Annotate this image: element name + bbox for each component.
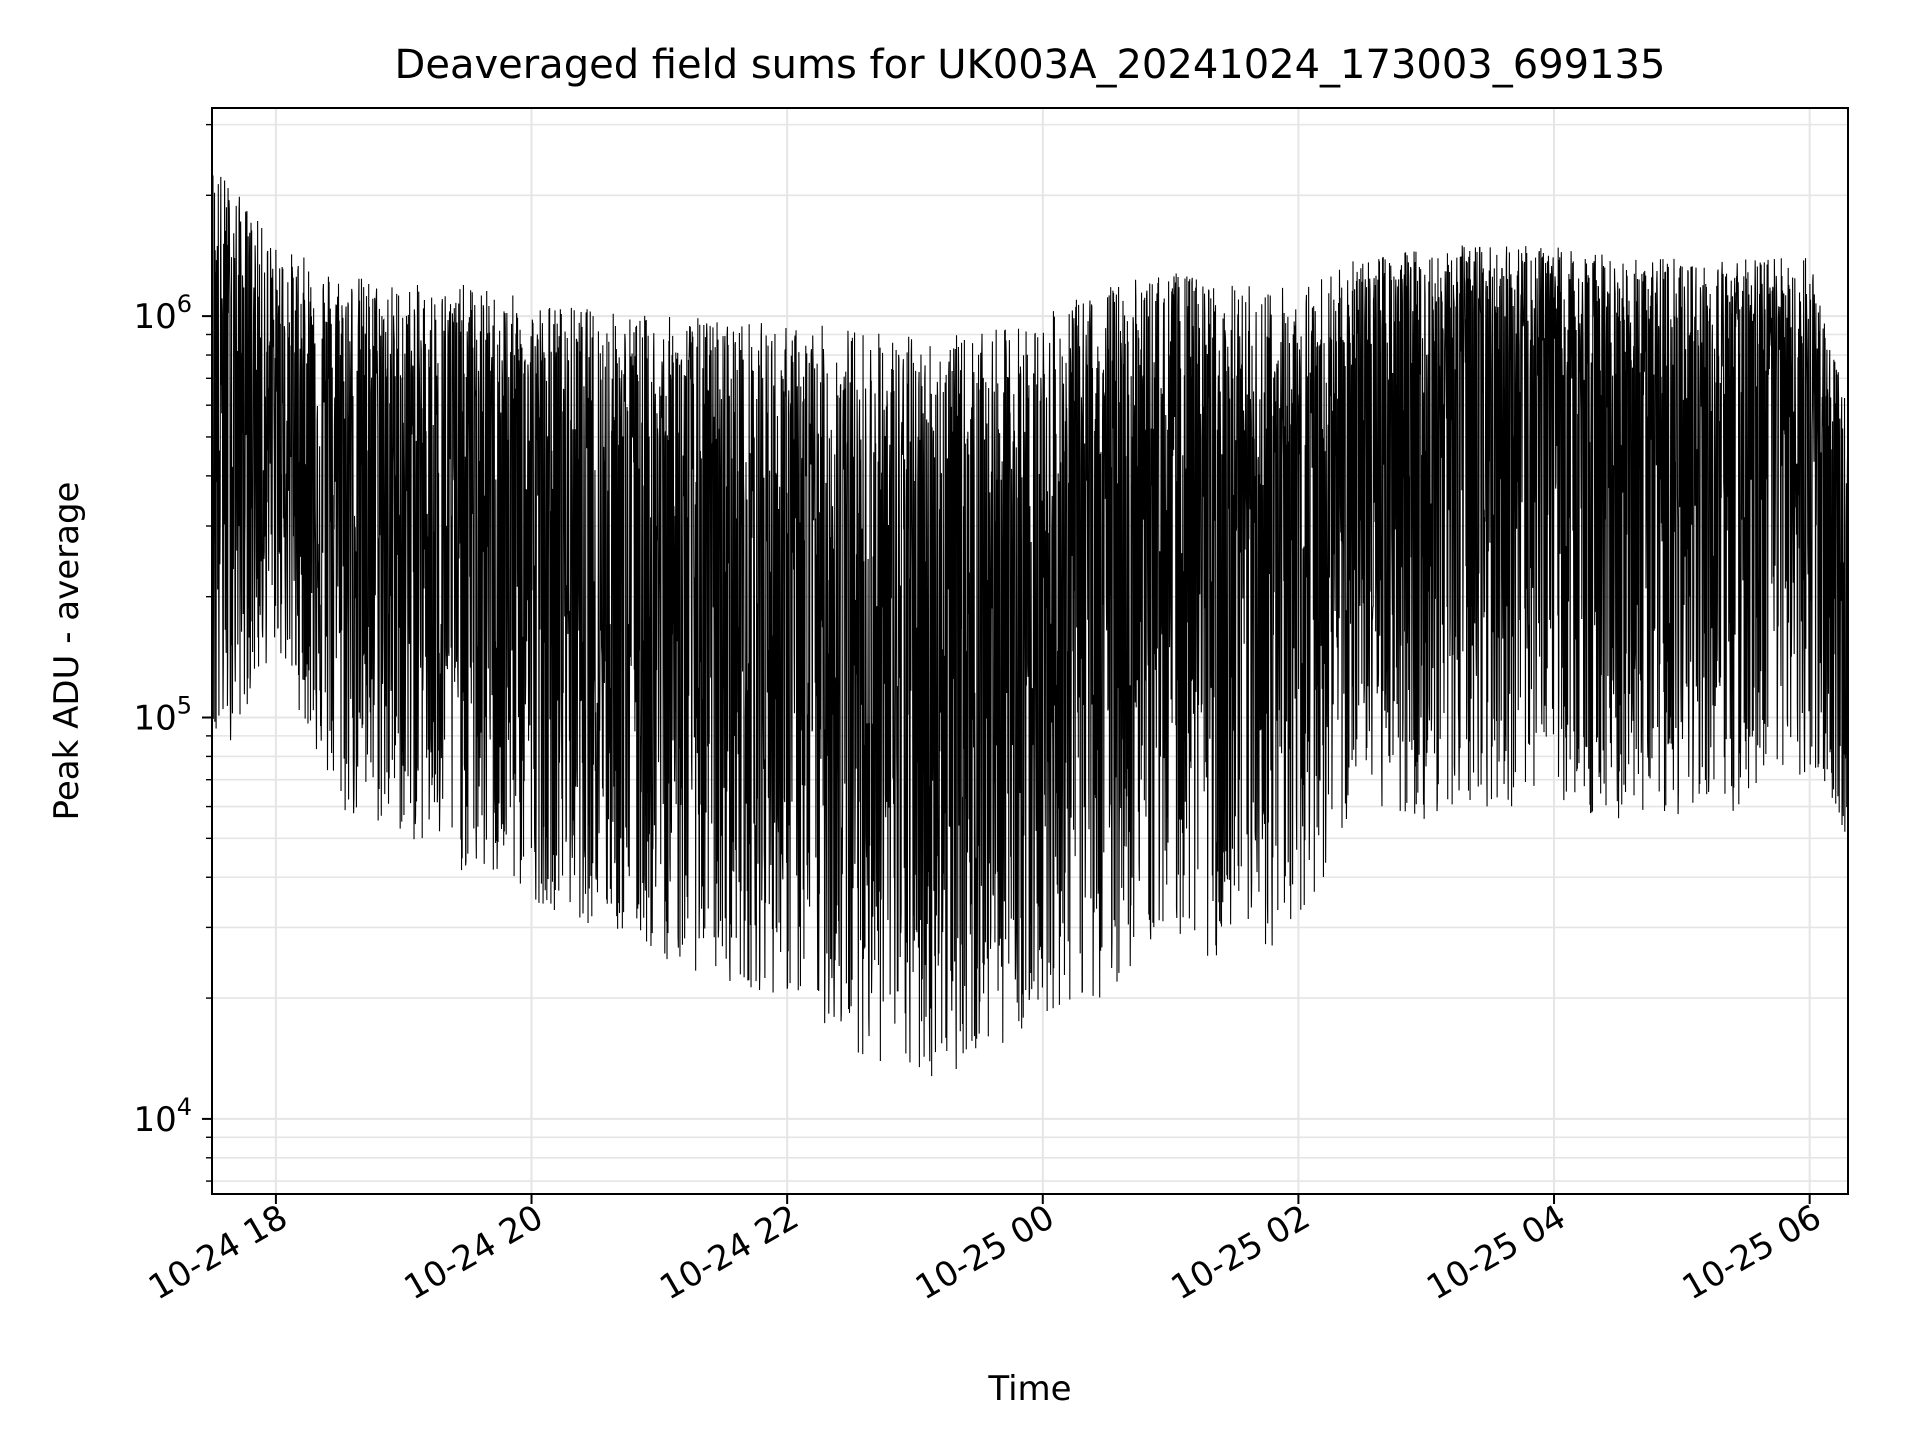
chart-title: Deaveraged field sums for UK003A_2024102… [395, 42, 1666, 88]
x-axis-label: Time [987, 1369, 1071, 1409]
y-tick-label: 105 [133, 692, 192, 739]
plot-frame [211, 107, 1849, 1195]
y-tick-label: 106 [133, 290, 192, 337]
series-line [211, 175, 1849, 1077]
data-series [211, 175, 1849, 1077]
y-axis-label: Peak ADU - average [47, 482, 87, 821]
y-tick-label: 104 [133, 1093, 192, 1140]
